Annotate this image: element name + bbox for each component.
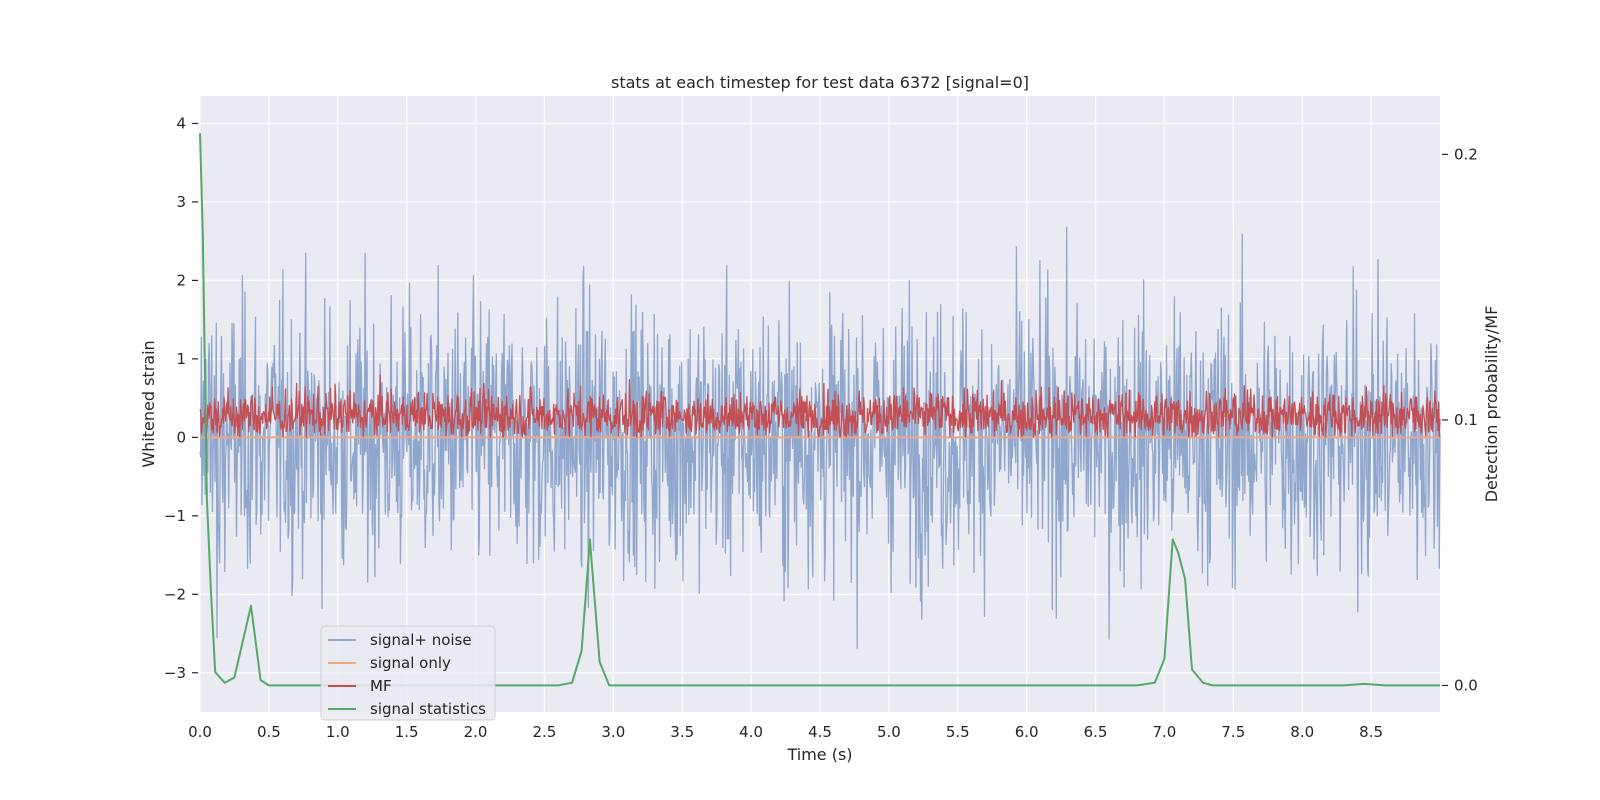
x-tick-label: 1.5 (395, 723, 419, 741)
series-line-signal-statistics (199, 133, 1440, 687)
chart-title: stats at each timestep for test data 637… (611, 73, 1029, 92)
x-tick-label: 8.0 (1290, 723, 1314, 741)
x-axis-label: Time (s) (786, 745, 852, 764)
x-tick-label: 5.5 (946, 723, 970, 741)
y2-axis-label: Detection probability/MF (1482, 306, 1501, 503)
x-tick-label: 6.5 (1084, 723, 1108, 741)
y-axis-label: Whitened strain (139, 340, 158, 467)
legend-box (320, 625, 496, 721)
x-tick-label: 0.5 (257, 723, 281, 741)
tick-labels: 0.0 0.5 1.0 1.5 2.0 2.5 3.0 3.5 4.0 4.5 5.0 5.5 6.0 6… (164, 114, 1478, 741)
legend-label-signal-statistics: signal statistics (370, 700, 486, 718)
x-tick-label: 0.0 (188, 723, 212, 741)
series-layer (199, 133, 1441, 687)
x-tick-label: 2.5 (533, 723, 557, 741)
x-tick-label: 2.0 (464, 723, 488, 741)
legend: signal+ noise signal only MF signal stat… (320, 625, 496, 721)
x-tick-label: 4.5 (808, 723, 832, 741)
y2-tick-label: 0.1 (1454, 411, 1478, 429)
y2-tick-label: 0.0 (1454, 676, 1478, 694)
y-tick-label: −3 (164, 664, 186, 682)
x-tick-label: 5.0 (877, 723, 901, 741)
y-tick-label: −2 (164, 585, 186, 603)
x-tick-label: 3.5 (670, 723, 694, 741)
legend-label-mf: MF (370, 677, 392, 695)
legend-label-signal-noise: signal+ noise (370, 631, 472, 649)
series-line-signal-noise (199, 226, 1441, 650)
legend-label-signal-only: signal only (370, 654, 451, 672)
x-tick-label: 8.5 (1359, 723, 1383, 741)
y-tick-label: 3 (176, 193, 186, 211)
y-tick-label: 4 (176, 114, 186, 132)
y-tick-label: −1 (164, 507, 186, 525)
x-tick-label: 3.0 (601, 723, 625, 741)
y-tick-label: 2 (176, 271, 186, 289)
x-tick-label: 4.0 (739, 723, 763, 741)
series-line-mf (199, 374, 1441, 438)
x-tick-label: 6.0 (1015, 723, 1039, 741)
y-tick-label: 0 (176, 428, 186, 446)
y-tick-label: 1 (176, 350, 186, 368)
x-tick-label: 7.0 (1153, 723, 1177, 741)
x-tick-label: 1.0 (326, 723, 350, 741)
y2-tick-label: 0.2 (1454, 145, 1478, 163)
x-tick-label: 7.5 (1221, 723, 1245, 741)
